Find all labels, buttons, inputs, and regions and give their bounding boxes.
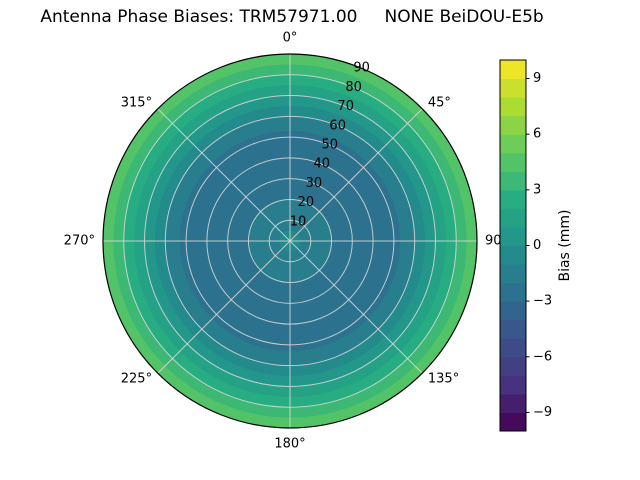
radial-tick-label: 10 bbox=[290, 214, 307, 229]
radial-tick-label: 40 bbox=[314, 157, 331, 172]
colorbar-band bbox=[500, 356, 526, 376]
colorbar-band bbox=[500, 264, 526, 284]
colorbar-tick-label: −6 bbox=[533, 349, 552, 364]
radial-tick-label: 30 bbox=[306, 176, 323, 191]
theta-tick-label: 225° bbox=[121, 371, 152, 386]
radial-tick-label: 70 bbox=[337, 99, 354, 114]
theta-tick-label: 135° bbox=[428, 371, 459, 386]
theta-tick-label: 45° bbox=[428, 96, 451, 111]
theta-tick-label: 0° bbox=[283, 31, 298, 46]
theta-tick-label: 315° bbox=[121, 96, 152, 111]
polar-grid-spoke bbox=[289, 240, 423, 374]
colorbar-band bbox=[500, 134, 526, 154]
polar-outline bbox=[102, 53, 478, 429]
theta-tick-label: 270° bbox=[64, 234, 95, 249]
colorbar-band bbox=[500, 60, 526, 80]
radial-tick-labels: 10 20 30 40 50 60 70 80 90 bbox=[290, 61, 370, 230]
colorbar-band bbox=[500, 375, 526, 395]
colorbar-band bbox=[500, 152, 526, 172]
colorbar-band bbox=[500, 97, 526, 117]
colorbar-tick-label: 6 bbox=[533, 127, 541, 142]
radial-tick-label: 50 bbox=[322, 138, 339, 153]
colorbar-band bbox=[500, 208, 526, 228]
colorbar-band bbox=[500, 189, 526, 209]
colorbar-band bbox=[500, 171, 526, 191]
colorbar-tick-label: 9 bbox=[533, 71, 541, 86]
colorbar-tick-label: 3 bbox=[533, 182, 541, 197]
colorbar-band bbox=[500, 393, 526, 413]
polar-grid-spoke bbox=[289, 108, 423, 242]
colorbar-band bbox=[500, 226, 526, 246]
colorbar-band bbox=[500, 412, 526, 432]
polar-grid-spoke bbox=[157, 108, 291, 242]
radial-tick-label: 90 bbox=[353, 61, 370, 76]
theta-tick-label: 180° bbox=[274, 437, 305, 452]
colorbar-band bbox=[500, 338, 526, 358]
colorbar-tick-label: −9 bbox=[533, 405, 552, 420]
colorbar-band bbox=[500, 319, 526, 339]
colorbar-axis-label: Bias (mm) bbox=[557, 209, 573, 281]
polar-grid bbox=[103, 54, 477, 428]
chart-title: Antenna Phase Biases: TRM57971.00 NONE B… bbox=[40, 7, 544, 27]
colorbar: 9 6 3 0 −3 −6 −9 Bias (mm) bbox=[499, 59, 573, 432]
colorbar-band bbox=[500, 282, 526, 302]
colorbar-band bbox=[500, 115, 526, 135]
colorbar-tick-label: 0 bbox=[533, 238, 541, 253]
polar-grid-spoke bbox=[157, 240, 291, 374]
radial-tick-label: 80 bbox=[345, 80, 362, 95]
colorbar-band bbox=[500, 245, 526, 265]
colorbar-tick-label: −3 bbox=[533, 294, 552, 309]
radial-tick-label: 60 bbox=[329, 118, 346, 133]
colorbar-band bbox=[500, 78, 526, 98]
radial-tick-label: 20 bbox=[298, 195, 315, 210]
colorbar-band bbox=[500, 301, 526, 321]
